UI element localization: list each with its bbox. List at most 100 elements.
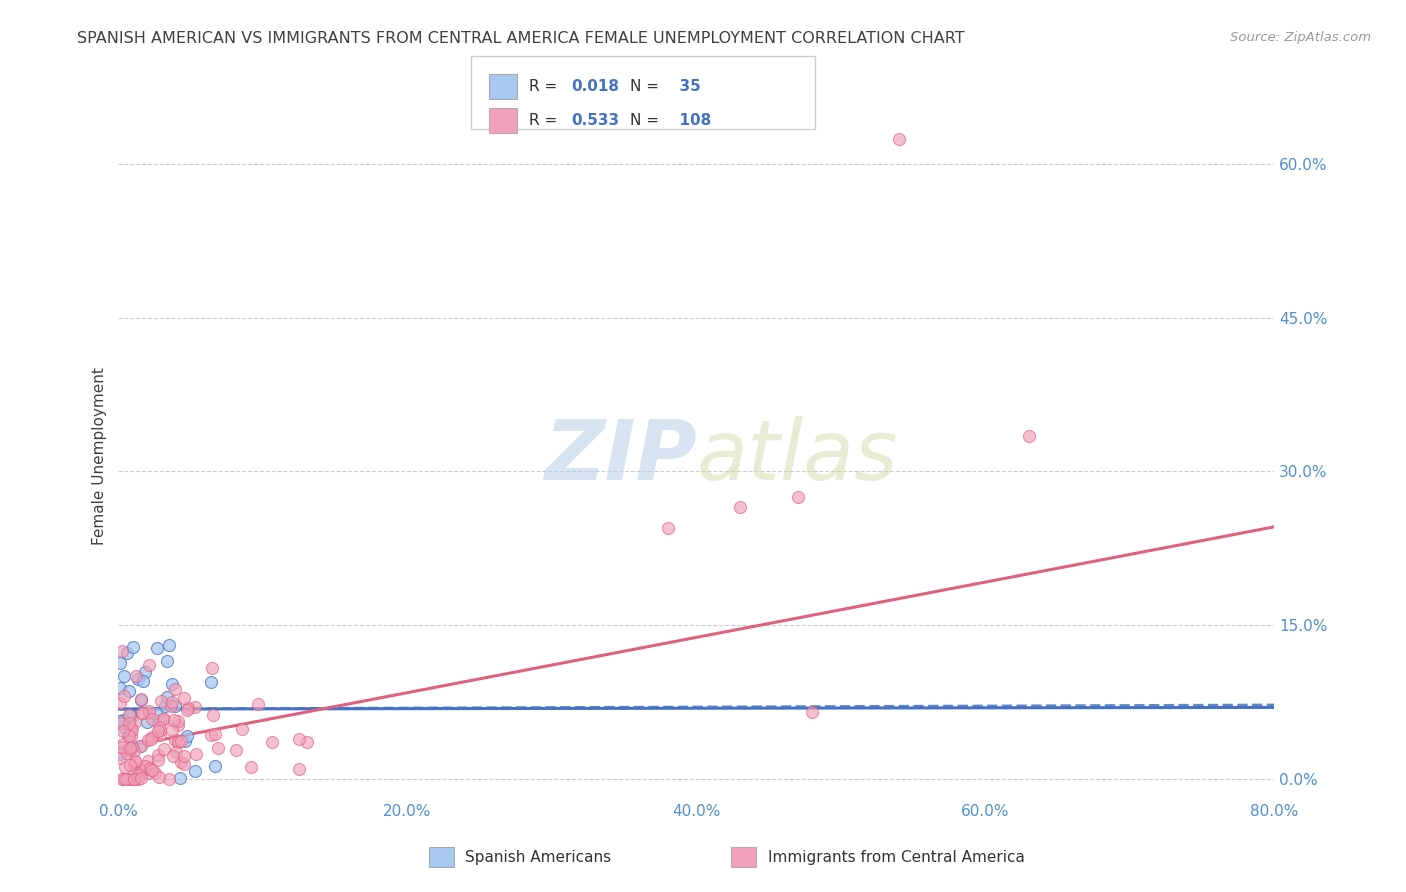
Text: 35: 35 <box>669 79 702 94</box>
Point <box>139 732 162 747</box>
Point <box>120 708 142 723</box>
Point <box>115 746 138 760</box>
Text: R =: R = <box>529 113 562 128</box>
Point <box>131 764 153 778</box>
Point <box>111 713 134 727</box>
Point <box>143 766 166 780</box>
Point <box>122 772 145 786</box>
Point <box>173 733 195 747</box>
Text: 0.018: 0.018 <box>571 79 619 94</box>
Point <box>153 699 176 714</box>
Point <box>149 714 172 728</box>
Point <box>204 759 226 773</box>
Text: 0.533: 0.533 <box>571 113 619 128</box>
Point <box>111 644 134 658</box>
Point <box>111 772 134 786</box>
Text: Immigrants from Central America: Immigrants from Central America <box>768 850 1025 864</box>
Point <box>160 723 183 737</box>
Point <box>163 699 186 714</box>
Point <box>120 721 142 735</box>
Point <box>146 724 169 739</box>
Text: SPANISH AMERICAN VS IMMIGRANTS FROM CENTRAL AMERICA FEMALE UNEMPLOYMENT CORRELAT: SPANISH AMERICAN VS IMMIGRANTS FROM CENT… <box>77 31 965 46</box>
Point <box>288 762 311 776</box>
Point <box>138 704 160 718</box>
Point <box>1018 428 1040 442</box>
Point <box>155 690 177 704</box>
Point <box>129 739 152 754</box>
Point <box>152 713 174 727</box>
Point <box>124 754 146 768</box>
Point <box>246 697 269 711</box>
Point <box>156 654 179 668</box>
Point <box>139 761 162 775</box>
Point <box>141 712 163 726</box>
Text: ZIP: ZIP <box>544 416 696 497</box>
Point <box>201 661 224 675</box>
Point <box>108 747 131 761</box>
Text: Source: ZipAtlas.com: Source: ZipAtlas.com <box>1230 31 1371 45</box>
Point <box>165 745 187 759</box>
Text: N =: N = <box>630 113 664 128</box>
Point <box>204 727 226 741</box>
Point <box>111 740 134 755</box>
Point <box>112 737 135 751</box>
Point <box>138 657 160 672</box>
Point <box>153 741 176 756</box>
Point <box>112 772 135 786</box>
Point <box>207 740 229 755</box>
Point <box>169 733 191 747</box>
Point <box>166 714 188 729</box>
Point <box>118 772 141 786</box>
Point <box>162 748 184 763</box>
Point <box>134 759 156 773</box>
Point <box>262 735 284 749</box>
Point <box>134 665 156 680</box>
Point <box>115 772 138 786</box>
Point <box>160 677 183 691</box>
Point <box>146 641 169 656</box>
Point <box>141 730 163 744</box>
Point <box>173 757 195 772</box>
Point <box>887 132 910 146</box>
Point <box>152 712 174 726</box>
Point <box>148 748 170 763</box>
Point <box>124 772 146 786</box>
Point <box>145 706 167 721</box>
Point <box>295 735 318 749</box>
Point <box>118 729 141 743</box>
Point <box>173 748 195 763</box>
Point <box>148 770 170 784</box>
Text: Spanish Americans: Spanish Americans <box>465 850 612 864</box>
Point <box>201 707 224 722</box>
Point <box>157 772 180 786</box>
Point <box>120 757 142 772</box>
Point <box>114 772 136 786</box>
Point <box>132 673 155 688</box>
Point <box>118 708 141 723</box>
Point <box>173 691 195 706</box>
Point <box>163 681 186 696</box>
Point <box>108 697 131 711</box>
Point <box>124 755 146 769</box>
Point <box>786 490 808 504</box>
Point <box>157 638 180 652</box>
Point <box>135 714 157 729</box>
Point <box>728 500 751 515</box>
Point <box>122 640 145 654</box>
Point <box>125 762 148 776</box>
Point <box>124 744 146 758</box>
Point <box>121 709 143 723</box>
Point <box>121 739 143 754</box>
Point <box>112 724 135 739</box>
Point <box>169 772 191 786</box>
Point <box>149 723 172 737</box>
Point <box>129 692 152 706</box>
Point <box>138 706 160 720</box>
Point <box>108 714 131 729</box>
Point <box>120 723 142 737</box>
Point <box>127 772 149 786</box>
Point <box>141 763 163 777</box>
Point <box>129 692 152 706</box>
Point <box>200 675 222 690</box>
Point <box>167 718 190 732</box>
